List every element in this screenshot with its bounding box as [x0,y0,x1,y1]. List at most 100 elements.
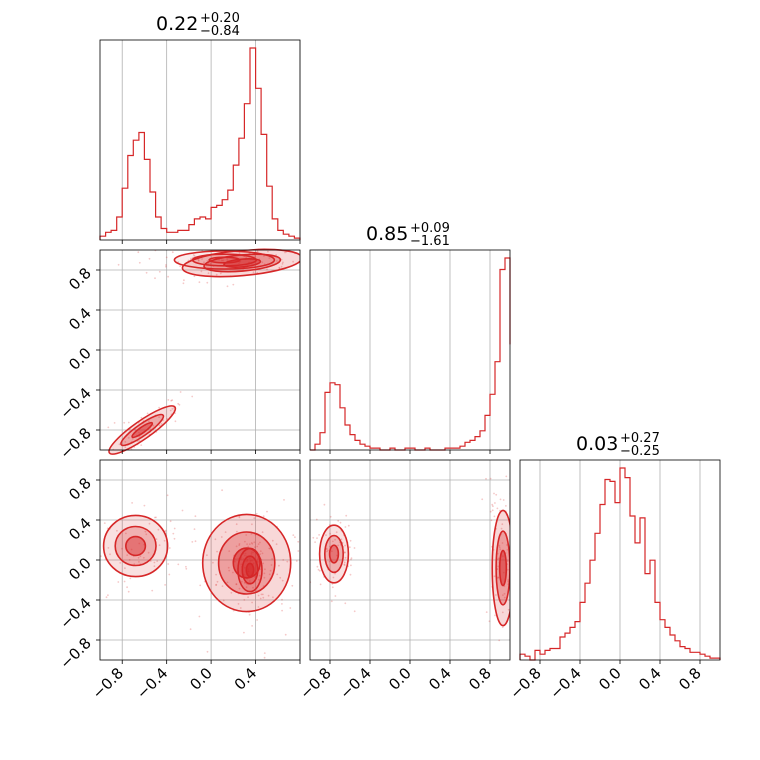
sample-point [153,565,156,568]
sample-point [243,631,245,634]
sample-point [319,583,322,586]
sample-point [263,576,266,579]
sample-point [263,652,266,654]
sample-point [96,458,98,460]
sample-point [495,493,498,496]
title-error-plus: +0.09 [410,221,450,236]
sample-point [145,533,148,536]
y-tick-label: 0.4 [65,514,95,544]
sample-point [264,568,266,571]
y-tick-label: −0.4 [56,594,94,632]
sample-point [219,272,222,275]
sample-point [280,247,282,249]
param-title-0: 0.22 +0.20−0.84 [156,11,240,39]
sample-point [350,564,352,567]
sample-point [166,418,169,420]
sample-point [506,544,508,546]
sample-point [206,554,208,557]
sample-point [255,589,258,592]
sample-point [515,585,517,587]
sample-point [330,550,333,553]
density-contour [114,525,157,567]
sample-point [163,539,166,542]
sample-point [127,437,130,439]
sample-point [350,558,352,561]
sample-point [190,257,193,260]
sample-point [335,531,338,534]
sample-point [248,543,251,546]
sample-point [148,522,151,525]
sample-point [227,566,230,569]
density-contour [173,250,276,270]
sample-point [138,561,140,563]
sample-point [238,516,241,519]
y-tick-label: 0.8 [65,474,95,504]
sample-point [167,275,170,278]
sample-point [134,428,137,431]
sample-point [343,564,346,566]
sample-point [153,561,156,564]
sample-point [198,615,201,618]
sample-point [263,255,265,257]
sample-point [502,594,504,596]
sample-point [229,244,231,246]
sample-point [315,518,318,521]
param-title-1: 0.85 +0.09−1.61 [366,221,450,249]
sample-point [261,261,264,264]
sample-point [191,395,194,398]
sample-point [262,596,265,599]
sample-point [245,586,248,589]
sample-point [121,547,123,550]
sample-point [130,548,133,551]
sample-point [259,597,262,600]
sample-point [155,538,158,540]
sample-point [200,270,203,273]
sample-point [221,585,224,587]
density-contour [208,256,241,264]
sample-point [107,426,110,429]
sample-point [158,544,161,547]
sample-point [250,542,253,544]
title-error-plus: +0.20 [200,11,240,26]
sample-point [515,598,517,600]
sample-point [485,477,487,480]
sample-point [269,569,272,572]
sample-point [103,522,106,524]
title-error-minus: −1.61 [410,234,450,249]
sample-point [251,523,253,526]
sample-point [192,254,195,256]
x-tick-label: −0.4 [133,664,171,702]
x-tick-label: 0.0 [186,664,216,694]
sample-point [148,257,151,260]
x-tick-label: 0.8 [465,664,495,694]
sample-point [262,246,264,248]
sample-point [216,580,219,583]
sample-point [267,594,270,597]
density-contour [102,514,169,578]
sample-point [318,569,321,572]
sample-point [261,552,264,555]
sample-point [125,532,127,535]
sample-point [337,519,340,522]
sample-point [230,591,233,594]
sample-point [109,553,111,556]
x-tick-label: 0.0 [595,664,625,694]
sample-point [272,596,274,599]
sample-point [513,628,515,630]
y-tick-label: 0.0 [65,554,95,584]
sample-point [124,567,126,570]
sample-point [246,543,249,546]
title-error-plus: +0.27 [620,431,660,446]
sample-point [139,555,142,558]
sample-point [144,530,147,533]
sample-point [343,551,346,554]
sample-point [328,560,331,563]
sample-point [294,536,296,539]
sample-point [353,610,356,613]
sample-point [165,256,168,259]
x-tick-label: 0.4 [425,664,455,694]
sample-point [149,428,152,431]
sample-point [220,536,223,538]
sample-point [154,516,156,519]
